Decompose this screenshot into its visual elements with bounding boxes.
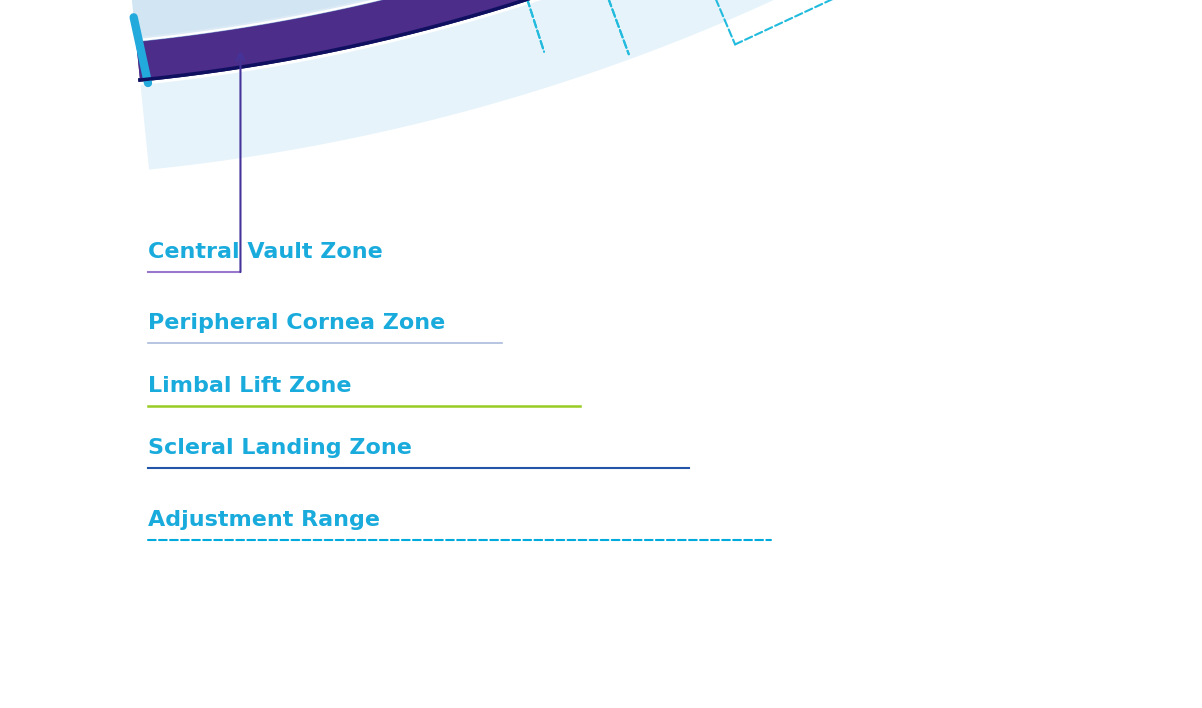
Polygon shape [141, 0, 844, 169]
Polygon shape [136, 0, 528, 80]
Polygon shape [136, 0, 528, 80]
Text: Central Vault Zone: Central Vault Zone [148, 242, 382, 262]
Polygon shape [131, 0, 785, 39]
Polygon shape [129, 0, 784, 38]
Text: Scleral Landing Zone: Scleral Landing Zone [148, 438, 412, 458]
Text: Limbal Lift Zone: Limbal Lift Zone [148, 376, 351, 396]
Text: Peripheral Cornea Zone: Peripheral Cornea Zone [148, 313, 445, 333]
Text: Adjustment Range: Adjustment Range [148, 510, 380, 530]
